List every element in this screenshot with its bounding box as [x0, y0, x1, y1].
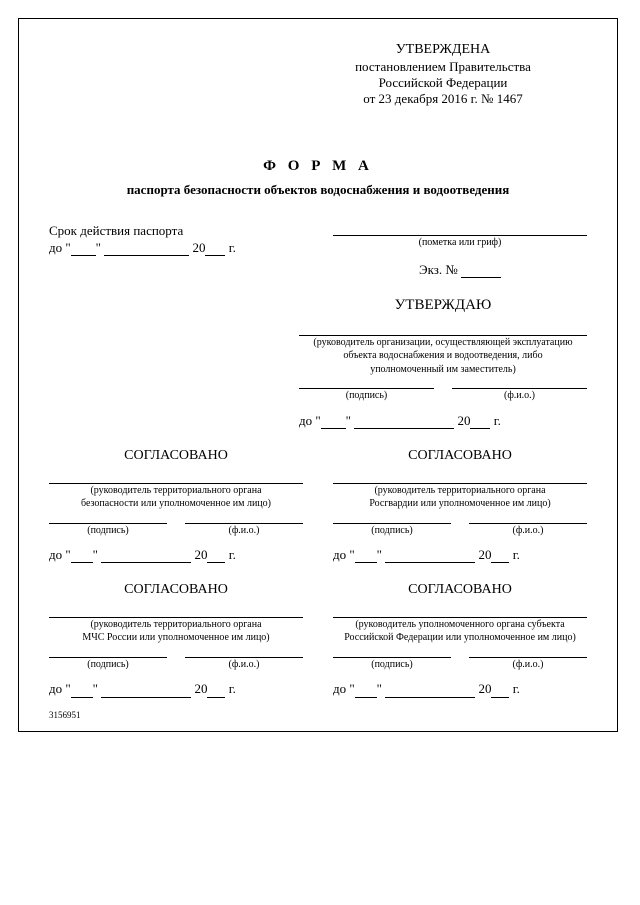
agree-row-2: СОГЛАСОВАНО (руководитель территориально… — [49, 563, 587, 697]
year-blank — [205, 243, 225, 256]
approve-caption-2: объекта водоснабжения и водоотведения, л… — [299, 350, 587, 363]
decree-line-1: постановлением Правительства — [299, 59, 587, 75]
agree-title: СОГЛАСОВАНО — [49, 447, 303, 465]
agree-block-1: СОГЛАСОВАНО (руководитель территориально… — [49, 429, 303, 563]
agree-block-2: СОГЛАСОВАНO (руководитель территориально… — [333, 429, 587, 563]
mark-caption: (пометка или гриф) — [333, 237, 587, 250]
validity-and-stamp-row: Срок действия паспорта до "" 20 г. (поме… — [49, 223, 587, 278]
form-title: Ф О Р М А — [49, 157, 587, 176]
agree-title: СОГЛАСОВАНО — [49, 581, 303, 599]
copy-number-blank — [461, 265, 501, 278]
approve-blank-line — [299, 323, 587, 336]
validity-label: Срок действия паспорта — [49, 223, 303, 239]
approve-fio-caption: (ф.и.о.) — [452, 390, 587, 403]
approve-block: УТВЕРЖДАЮ (руководитель организации, осу… — [299, 296, 587, 429]
footer-number: 3156951 — [49, 710, 587, 721]
approve-fio-blank — [452, 378, 587, 389]
approve-sign-blank — [299, 378, 434, 389]
agree-block-3: СОГЛАСОВАНО (руководитель территориально… — [49, 563, 303, 697]
mark-blank — [333, 223, 587, 236]
document-page: УТВЕРЖДЕНА постановлением Правительства … — [18, 18, 618, 732]
agree-title: СОГЛАСОВАНО — [333, 581, 587, 599]
day-blank — [71, 243, 96, 256]
validity-block: Срок действия паспорта до "" 20 г. — [49, 223, 303, 278]
approval-header: УТВЕРЖДЕНА постановлением Правительства … — [299, 41, 587, 107]
approve-date-row: до "" 20 г. — [299, 413, 587, 429]
month-blank — [104, 243, 189, 256]
title-block: Ф О Р М А паспорта безопасности объектов… — [49, 157, 587, 198]
form-subtitle: паспорта безопасности объектов водоснабж… — [49, 182, 587, 198]
approve-word: УТВЕРЖДАЮ — [299, 296, 587, 315]
stamp-block: (пометка или гриф) Экз. № — [333, 223, 587, 278]
agree-block-4: СОГЛАСОВАНО (руководитель уполномоченног… — [333, 563, 587, 697]
approve-caption-3: уполномоченный им заместитель) — [299, 364, 587, 377]
approve-signature-row: (подпись) (ф.и.о.) — [299, 378, 587, 403]
approved-word: УТВЕРЖДЕНА — [299, 41, 587, 59]
approve-caption-1: (руководитель организации, осуществляюще… — [299, 337, 587, 350]
agree-row-1: СОГЛАСОВАНО (руководитель территориально… — [49, 429, 587, 563]
decree-line-2: Российской Федерации — [299, 75, 587, 91]
copy-line: Экз. № — [333, 262, 587, 278]
validity-date-line: до "" 20 г. — [49, 240, 303, 256]
decree-date: от 23 декабря 2016 г. № 1467 — [299, 91, 587, 107]
agree-title: СОГЛАСОВАНO — [333, 447, 587, 465]
approve-sign-caption: (подпись) — [299, 390, 434, 403]
